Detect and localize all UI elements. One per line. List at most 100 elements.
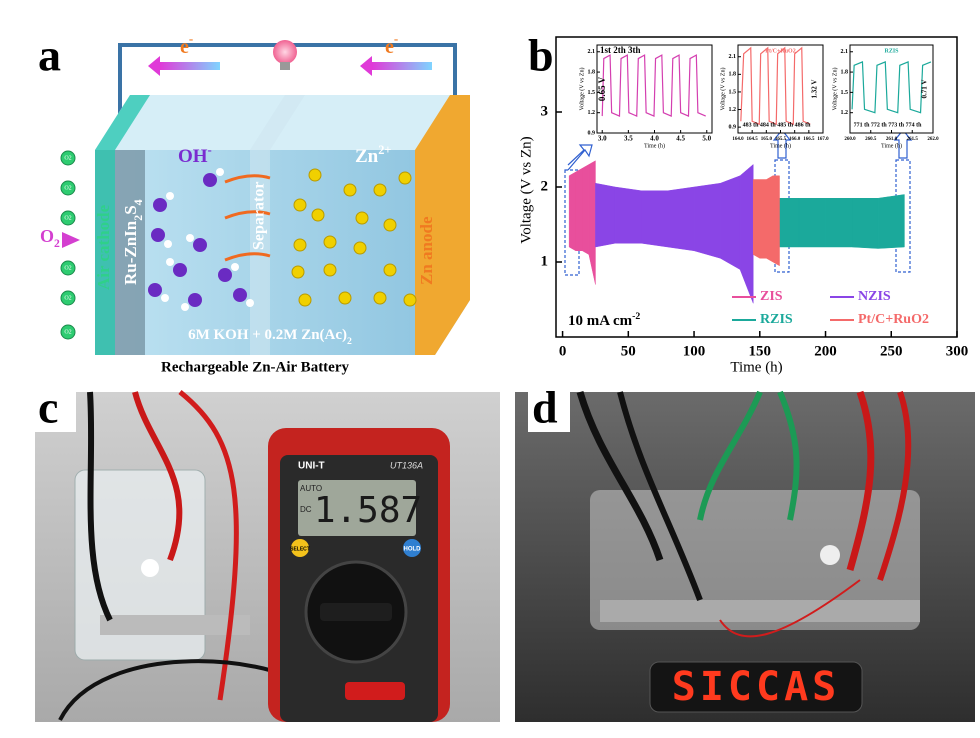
zinc-ion-label-sup: 2+	[378, 143, 391, 157]
inset-x-tick-label: 164.5	[747, 137, 759, 142]
rate-annotation: 10 mA cm-2	[568, 311, 640, 330]
inset-x-tick-label: 165.0	[761, 137, 773, 142]
inset-y-title: Voltage (V vs Zn)	[831, 68, 838, 111]
y-axis-title: Voltage (V vs Zn)	[518, 136, 534, 243]
inset-x-tick-label: 3.5	[624, 135, 633, 143]
panel-label-box	[528, 386, 570, 432]
separator-label: Separator	[251, 182, 268, 250]
inset-x-tick-label: 260.5	[865, 137, 877, 142]
meter-model: UT136A	[390, 460, 423, 470]
meter-brand: UNI-T	[298, 461, 325, 472]
meter-current: DC	[300, 505, 312, 514]
inset-title: RZIS	[884, 48, 899, 54]
inset-y-title: Voltage (V vs Zn)	[719, 68, 726, 111]
x-axis-title: Time (h)	[730, 359, 782, 375]
voltage-band	[693, 182, 721, 259]
inset-title: 1st 2th 3th	[600, 45, 641, 55]
electrolyte-label-base: 6M KOH + 0.2M Zn(Ac)	[188, 327, 347, 343]
oxygen-label: O2	[40, 226, 60, 250]
voltage-band	[766, 175, 774, 263]
meter-select: SELECT	[290, 546, 310, 552]
voltage-band	[739, 163, 754, 304]
inset-x-title: Time (h)	[644, 142, 665, 149]
oxygen-label-sub: 2	[54, 237, 60, 250]
inset-y-tick-label: 1.5	[588, 90, 596, 96]
photo-multimeter	[35, 390, 500, 722]
inset-y-tick-label: 1.8	[841, 69, 849, 75]
inset-line	[601, 54, 706, 117]
inset-y-tick-label: 2.1	[588, 49, 596, 55]
zinc-ion-label: Zn2+	[355, 143, 391, 168]
inset-title: Pt/C+RuO2	[765, 48, 795, 54]
voltage-band	[614, 186, 642, 244]
electrolyte-label: 6M KOH + 0.2M Zn(Ac)2	[188, 327, 352, 346]
cathode-label: Air cathode	[94, 204, 113, 290]
voltage-band	[825, 198, 853, 248]
inset-frame	[849, 44, 934, 134]
catalyst-label-part: 2	[131, 215, 145, 221]
voltage-band	[759, 179, 767, 259]
hydroxide-label-base: OH	[178, 146, 208, 167]
inset-cycles: 771 th 772 th 773 th 774 th	[854, 122, 923, 128]
voltage-band	[595, 182, 616, 248]
inset-x-tick-label: 4.0	[650, 135, 659, 143]
x-tick-label: 300	[946, 343, 969, 359]
inset-cycles: 483 th 484 th 485 th 486 th	[743, 122, 812, 128]
zinc-ion-label-base: Zn	[355, 146, 379, 167]
legend-label: NZIS	[858, 289, 891, 304]
inset-y-title: Voltage (V vs Zn)	[578, 68, 585, 111]
inset-y-tick-label: 1.8	[588, 69, 596, 75]
y-tick-label: 2	[541, 178, 549, 194]
y-tick-label: 1	[541, 253, 549, 269]
voltage-band	[667, 186, 695, 252]
electron-label-base: e	[180, 36, 189, 58]
legend-label: ZIS	[760, 289, 783, 304]
legend-label: Pt/C+RuO2	[858, 312, 929, 327]
inset-x-tick-label: 262.0	[927, 137, 939, 142]
inset-x-tick-label: 3.0	[598, 135, 607, 143]
bubble-label: O2	[64, 329, 71, 335]
caption: Rechargeable Zn-Air Battery	[161, 359, 350, 375]
inset-y-tick-label: 2.1	[841, 49, 849, 55]
legend-label: RZIS	[760, 312, 793, 327]
inset-x-tick-label: 164.0	[732, 137, 744, 142]
electron-label: e-	[180, 31, 193, 57]
inset-line	[740, 46, 811, 126]
x-tick-label: 100	[683, 343, 706, 359]
catalyst-label-part: 4	[131, 199, 145, 205]
inset-y-tick-label: 1.2	[729, 107, 737, 113]
electron-label: e-	[385, 31, 398, 57]
meter-mode: AUTO	[300, 484, 322, 493]
voltage-band	[582, 164, 590, 255]
hydroxide-label: OH-	[178, 143, 212, 168]
oxygen-label-base: O	[40, 226, 54, 246]
catalyst-label: Ru-ZnIn2S4	[121, 199, 145, 285]
inset-annotation: 0.65 V	[597, 76, 607, 101]
inset-y-tick-label: 0.9	[588, 130, 596, 136]
inset-x-title: Time (h)	[881, 142, 902, 149]
battery-illustration	[60, 40, 470, 355]
voltage-band	[798, 198, 826, 248]
inset-y-tick-label: 1.2	[588, 110, 596, 116]
inset-x-tick-label: 261.5	[907, 137, 919, 142]
inset-y-tick-label: 2.1	[729, 54, 737, 60]
inset-annotation: 1.32 V	[811, 80, 819, 99]
panel-label-box	[34, 386, 76, 432]
inset-annotation: 0.71 V	[921, 80, 929, 99]
electron-label-sup: -	[189, 31, 193, 46]
panel-label: a	[38, 30, 61, 81]
x-tick-label: 0	[559, 343, 567, 359]
voltage-band	[772, 175, 780, 267]
bubble-label: O2	[64, 185, 71, 191]
voltage-band	[568, 171, 576, 252]
voltage-band	[575, 167, 583, 251]
y-tick-label: 3	[541, 103, 549, 119]
inset-x-tick-label: 4.5	[676, 135, 685, 143]
bubble-label: O2	[64, 155, 71, 161]
inset-y-tick-label: 1.5	[841, 90, 849, 96]
rate-annotation-base: 10 mA cm	[568, 313, 633, 329]
voltage-band	[877, 194, 905, 249]
x-tick-label: 200	[814, 343, 837, 359]
hydroxide-label-sup: -	[208, 143, 212, 157]
inset-x-tick-label: 165.5	[775, 137, 787, 142]
